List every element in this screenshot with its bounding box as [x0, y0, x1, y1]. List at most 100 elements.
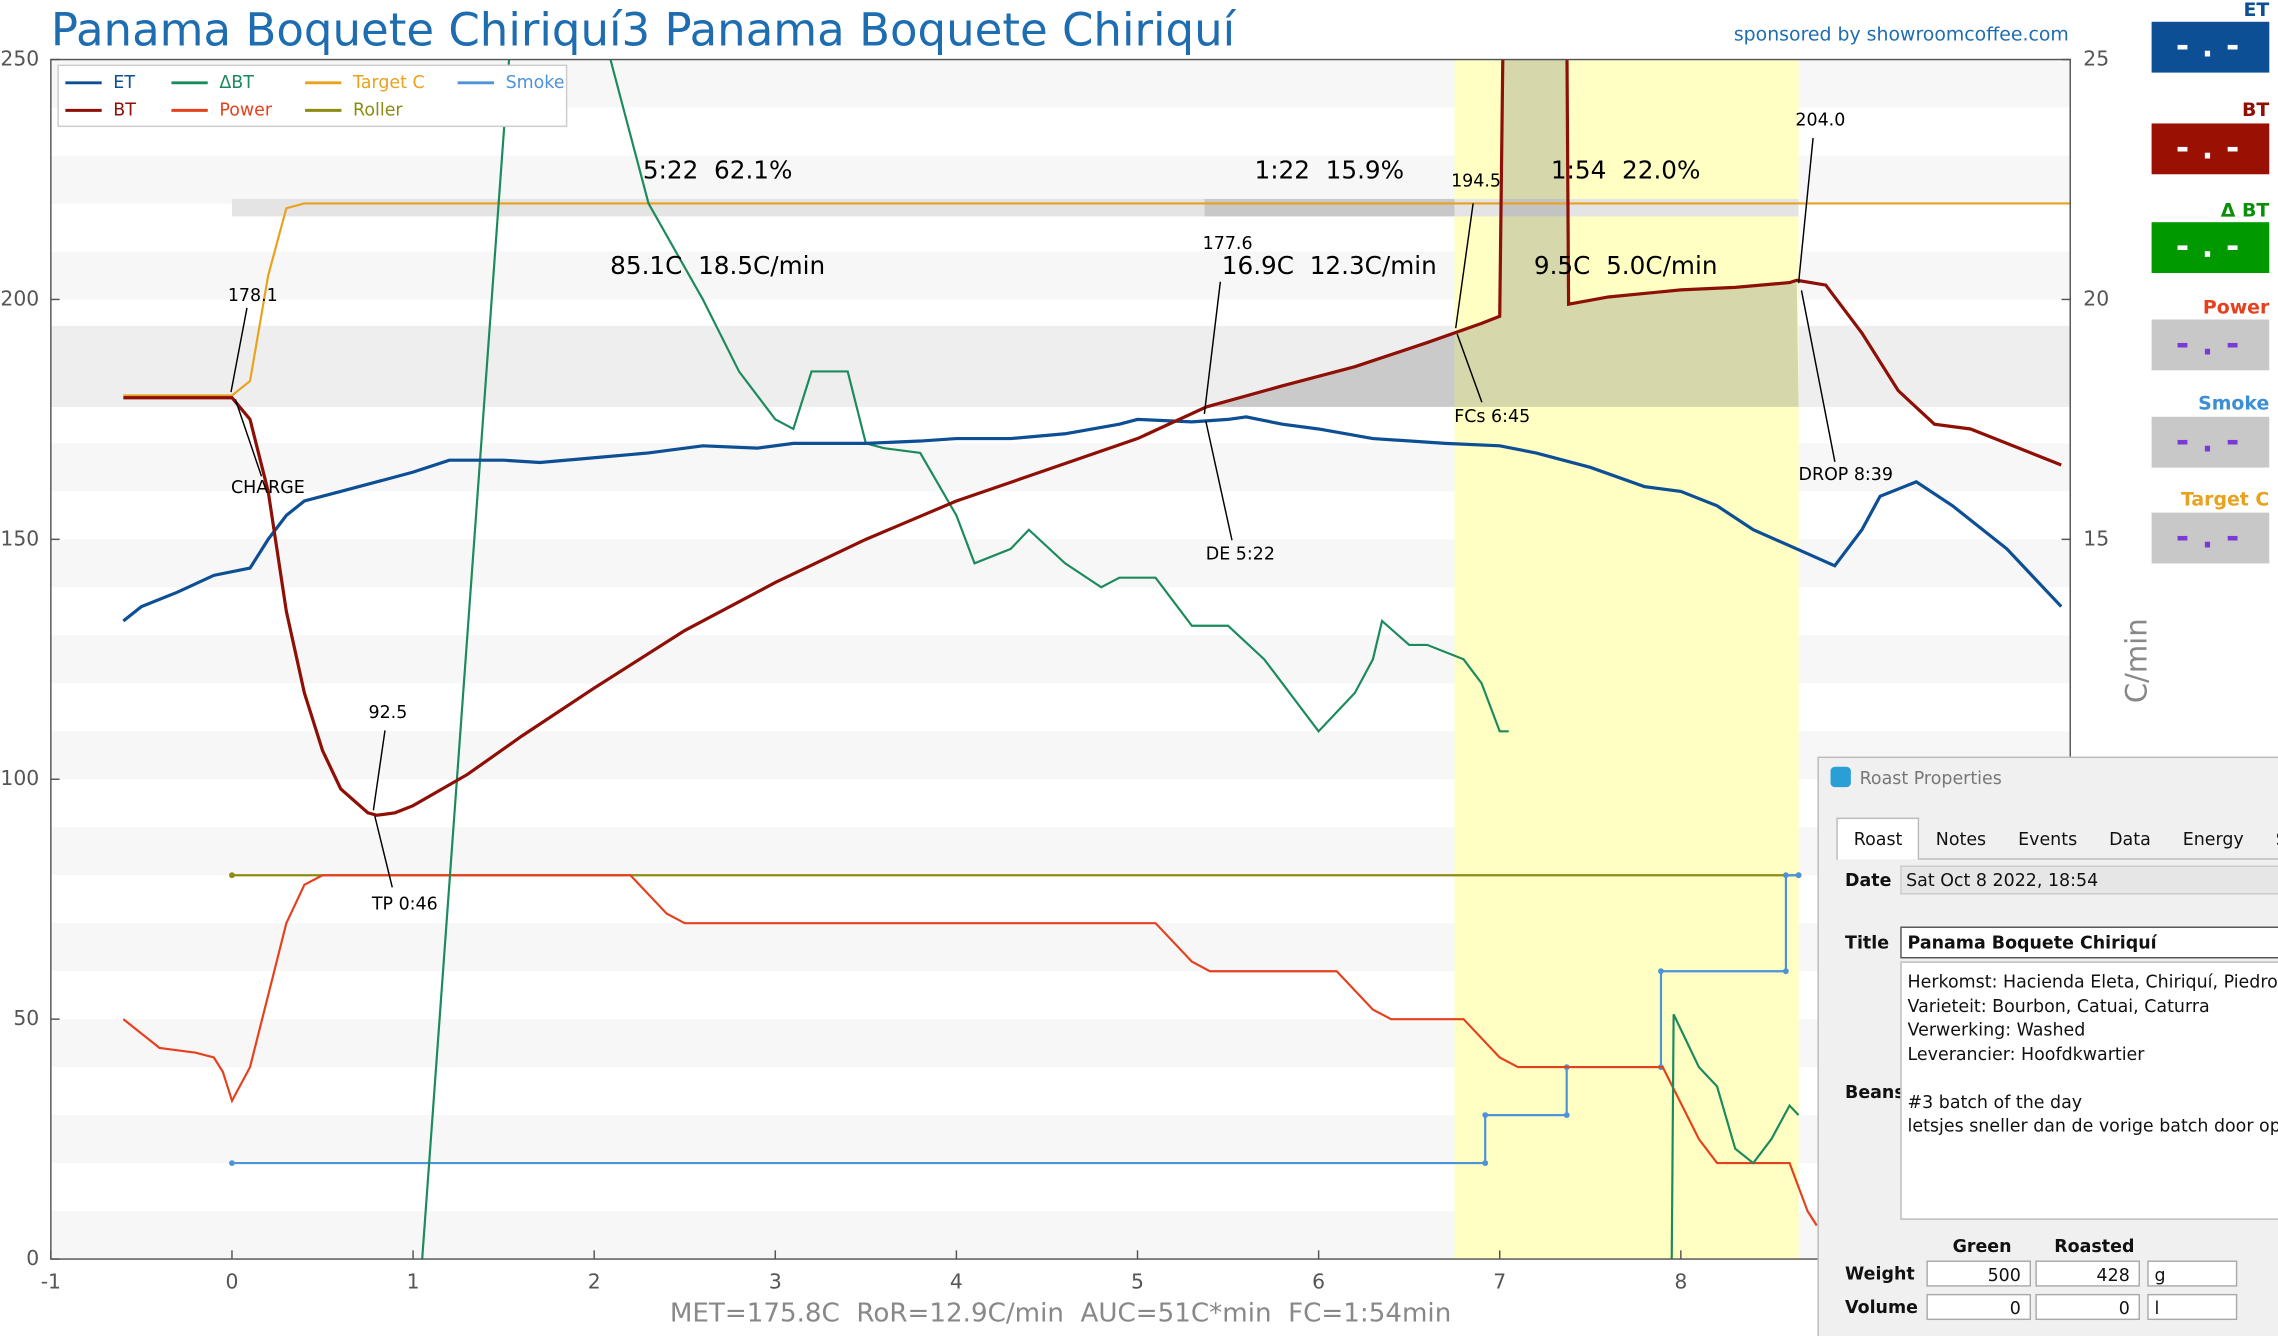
- x-tick-label: 6: [1312, 1269, 1325, 1293]
- column-header: Green: [1952, 1235, 2012, 1257]
- event-leader: [1456, 333, 1483, 403]
- green-field[interactable]: 0: [1926, 1293, 2032, 1321]
- x-tick-label: 2: [588, 1269, 601, 1293]
- lcd-display: -.-: [2151, 416, 2270, 468]
- legend-label: BT: [113, 100, 136, 120]
- plot: [122, 59, 2071, 1260]
- legend-label: Target C: [352, 73, 425, 93]
- x-tick-label: 8: [1674, 1269, 1687, 1293]
- x-tick-label: 4: [950, 1269, 963, 1293]
- tab[interactable]: Energy: [2182, 829, 2244, 850]
- column-header: Roasted: [2054, 1235, 2135, 1257]
- plot-frame: [50, 58, 2071, 1260]
- event-temp: 177.6: [1203, 234, 1253, 254]
- series-line: [123, 202, 2071, 397]
- row-label: Volume: [1845, 1296, 1918, 1318]
- point: [1795, 872, 1802, 879]
- y-tick-label: 0: [26, 1246, 39, 1270]
- y2-axis-label: C/min: [2120, 618, 2154, 703]
- y2-tick-label: 15: [2083, 526, 2109, 550]
- sponsor: sponsored by showroomcoffee.com: [1734, 23, 2069, 45]
- date-field[interactable]: Sat Oct 8 2022, 18:54: [1900, 865, 2278, 895]
- legend-label: ΔBT: [219, 73, 254, 93]
- tab[interactable]: Roast: [1836, 817, 1920, 860]
- phase-delta: 16.9C 12.3C/min: [1222, 251, 1437, 280]
- event-name: FCs 6:45: [1454, 407, 1530, 427]
- lcd-label: Smoke: [2198, 393, 2270, 416]
- legend-label: ET: [113, 73, 135, 93]
- beans-line: letsjes sneller dan de vorige batch door…: [1907, 1115, 2278, 1136]
- beans-line: Varieteit: Bourbon, Catuai, Caturra: [1907, 995, 2210, 1016]
- background: [50, 59, 2071, 1260]
- tab[interactable]: S: [2260, 819, 2278, 860]
- row-label: Weight: [1845, 1263, 1915, 1284]
- beans-line: [1908, 1066, 2278, 1090]
- roasted-field[interactable]: 0: [2035, 1293, 2140, 1321]
- lcd-display: -.-: [2151, 319, 2270, 371]
- event-name: CHARGE: [231, 478, 305, 498]
- roast-properties-dialog: Roast Properties Roast Notes Events Data Ene…: [1817, 756, 2278, 1336]
- unit-select[interactable]: g: [2147, 1260, 2238, 1287]
- title-field[interactable]: Panama Boquete Chiriquí: [1900, 926, 2278, 959]
- phase-time: 5:22 62.1%: [643, 155, 793, 184]
- green-field[interactable]: 500: [1926, 1260, 2032, 1287]
- series-line: [421, 59, 1800, 1260]
- y-tick-label: 150: [0, 526, 39, 550]
- legend: [57, 64, 568, 128]
- footer-stats: MET=175.8C RoR=12.9C/min AUC=51C*min FC=…: [670, 1299, 1451, 1329]
- lcd-label: Target C: [2180, 489, 2270, 512]
- roasted-field[interactable]: 428: [2035, 1260, 2140, 1287]
- x-tick-label: 3: [769, 1269, 782, 1293]
- event-leader: [1800, 290, 1836, 462]
- lcd-label: BT: [2241, 100, 2270, 122]
- legend-label: Smoke: [506, 73, 565, 93]
- lcd-display: -.-: [2151, 222, 2270, 274]
- phase-delta: 85.1C 18.5C/min: [610, 251, 825, 280]
- point: [229, 872, 235, 879]
- lcd-label: ET: [2243, 0, 2270, 22]
- y-tick-label: 50: [13, 1006, 39, 1030]
- beans-line: Verwerking: Washed: [1907, 1019, 2086, 1040]
- x-tick-label: 1: [407, 1269, 420, 1293]
- beans-label: Beans: [1845, 1081, 1905, 1103]
- y-tick-label: 100: [0, 766, 39, 790]
- legend-label: Power: [219, 100, 273, 120]
- event-name: TP 0:46: [371, 895, 438, 915]
- app-icon: [1830, 766, 1851, 788]
- date-label: Date: [1845, 869, 1892, 891]
- beans-field[interactable]: Herkomst: Hacienda Eleta, Chiriquí, Pied…: [1900, 961, 2278, 1220]
- legend-label: Roller: [353, 100, 403, 120]
- beans-line: Leverancier: Hoofdkwartier: [1907, 1043, 2145, 1064]
- lcd-display: -.-: [2151, 21, 2270, 73]
- tab[interactable]: Notes: [1935, 829, 1987, 850]
- dialog-title: Roast Properties: [1859, 768, 2002, 789]
- unit-select[interactable]: l: [2147, 1293, 2238, 1321]
- event-leader: [1205, 420, 1233, 541]
- event-temp: 92.5: [368, 703, 407, 723]
- x-tick-label: -1: [41, 1269, 61, 1293]
- point: [229, 1160, 235, 1167]
- event-name: DROP 8:39: [1799, 465, 1893, 485]
- event-temp: 178.1: [228, 286, 278, 306]
- event-leader: [230, 307, 248, 393]
- event-leader: [374, 815, 393, 888]
- series-line: [122, 874, 1818, 1227]
- beans-line: Herkomst: Hacienda Eleta, Chiriquí, Pied…: [1907, 971, 2278, 992]
- tab[interactable]: Data: [2109, 829, 2151, 850]
- y-tick-label: 250: [0, 47, 39, 71]
- development-shade: [1454, 59, 1799, 1260]
- event-temp: 194.5: [1451, 172, 1501, 192]
- event-leader: [1797, 137, 1814, 284]
- event-temp: 204.0: [1795, 111, 1845, 131]
- lcd-display: -.-: [2151, 512, 2270, 564]
- y2-tick-label: 20: [2083, 286, 2109, 310]
- tab-bar: Roast Notes Events Data Energy S: [1836, 817, 2278, 860]
- tab[interactable]: Events: [2018, 829, 2078, 850]
- lcd-display: -.-: [2151, 123, 2270, 175]
- x-tick-label: 7: [1493, 1269, 1506, 1293]
- phase-time: 1:22 15.9%: [1255, 155, 1405, 184]
- beans-line: #3 batch of the day: [1907, 1091, 2083, 1112]
